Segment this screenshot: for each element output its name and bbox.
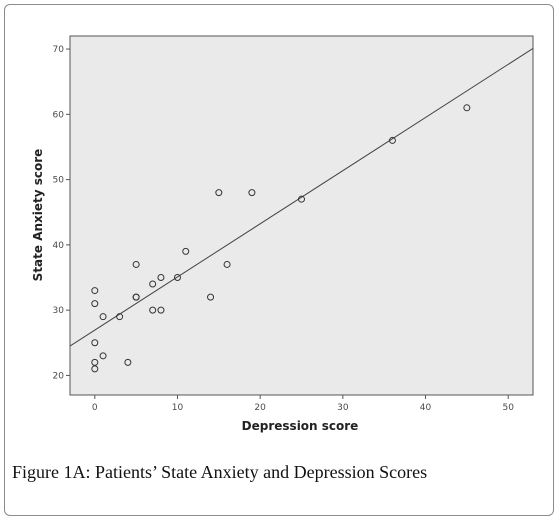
data-point xyxy=(99,352,107,360)
data-point xyxy=(116,313,124,321)
data-point xyxy=(91,365,99,373)
data-point xyxy=(91,339,99,347)
y-tick-label: 20 xyxy=(53,371,65,381)
data-point xyxy=(149,280,157,288)
data-point xyxy=(298,195,305,203)
data-point xyxy=(99,313,107,321)
data-point xyxy=(132,260,140,268)
y-tick-label: 60 xyxy=(53,110,65,120)
y-tick-label: 70 xyxy=(53,45,65,55)
data-point xyxy=(91,358,99,366)
y-tick-label: 40 xyxy=(53,241,65,251)
x-tick-label: 0 xyxy=(92,403,98,413)
x-axis-title: Depression score xyxy=(242,419,359,433)
data-point xyxy=(157,306,165,314)
y-tick-label: 50 xyxy=(53,176,65,186)
data-point xyxy=(215,189,223,197)
data-point xyxy=(248,189,256,197)
data-point xyxy=(157,274,165,282)
y-axis-title: State Anxiety score xyxy=(31,149,45,282)
x-tick-label: 50 xyxy=(502,403,514,413)
data-point xyxy=(91,287,99,295)
data-point xyxy=(124,358,132,366)
x-tick-label: 40 xyxy=(420,403,432,413)
data-points xyxy=(91,104,471,373)
data-point xyxy=(388,136,396,144)
data-point xyxy=(182,247,190,255)
axis-ticks: 0 10 20 30 40 50 20 30 40 50 60 70 xyxy=(53,45,515,413)
data-point xyxy=(223,260,231,268)
x-tick-label: 20 xyxy=(254,403,266,413)
y-tick-label: 30 xyxy=(53,306,65,316)
figure-caption: Figure 1A: Patients’ State Anxiety and D… xyxy=(12,462,428,482)
data-point xyxy=(149,306,157,314)
data-point xyxy=(132,293,140,301)
data-point xyxy=(91,300,99,308)
data-point xyxy=(173,274,181,282)
x-tick-label: 10 xyxy=(172,403,184,413)
x-tick-label: 30 xyxy=(337,403,349,413)
data-point xyxy=(463,104,471,112)
fit-line xyxy=(69,47,534,347)
plot-area xyxy=(69,35,534,396)
data-point xyxy=(207,293,215,301)
